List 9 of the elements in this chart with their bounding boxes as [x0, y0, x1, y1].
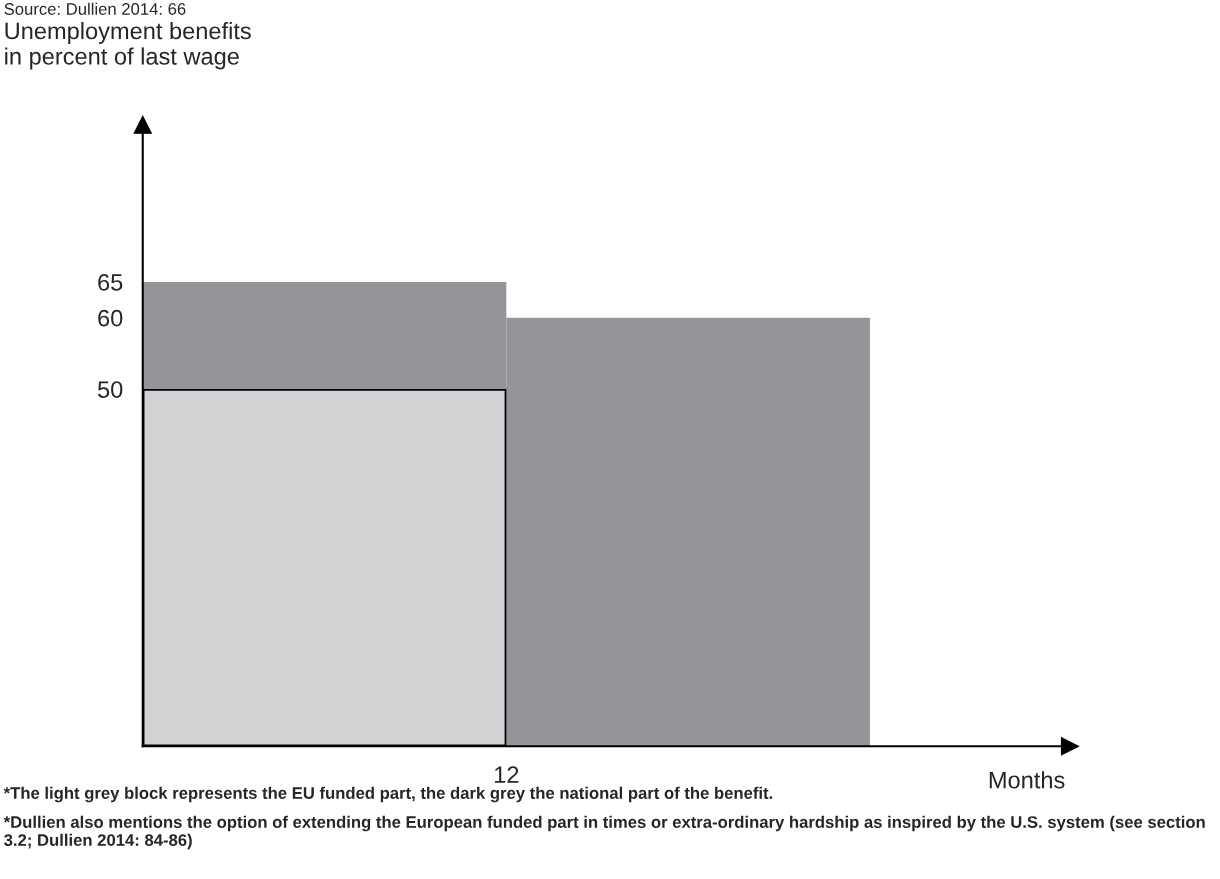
text: *The light grey block represents the EU funded part, the dark grey the national part of the benefit. — [3, 786, 773, 803]
y-axis-title: Unemployment benefits in percent of last wage — [5, 21, 251, 70]
x-axis-title: Months — [989, 771, 1065, 789]
text: *Dullien also mentions the option of extending the European funded part in times or extra-ordinary hardship as inspired by the U.S. system (see section 3.2; Dullien 2014: 84-86) — [3, 815, 1205, 850]
y-tick-label: 50 — [97, 381, 123, 398]
text: 12 — [495, 766, 519, 783]
y-tick-label: 60 — [98, 309, 123, 327]
y-tick-label: 65 — [98, 274, 123, 291]
source-note: Source: Dullien 2014: 66 — [4, 2, 186, 15]
